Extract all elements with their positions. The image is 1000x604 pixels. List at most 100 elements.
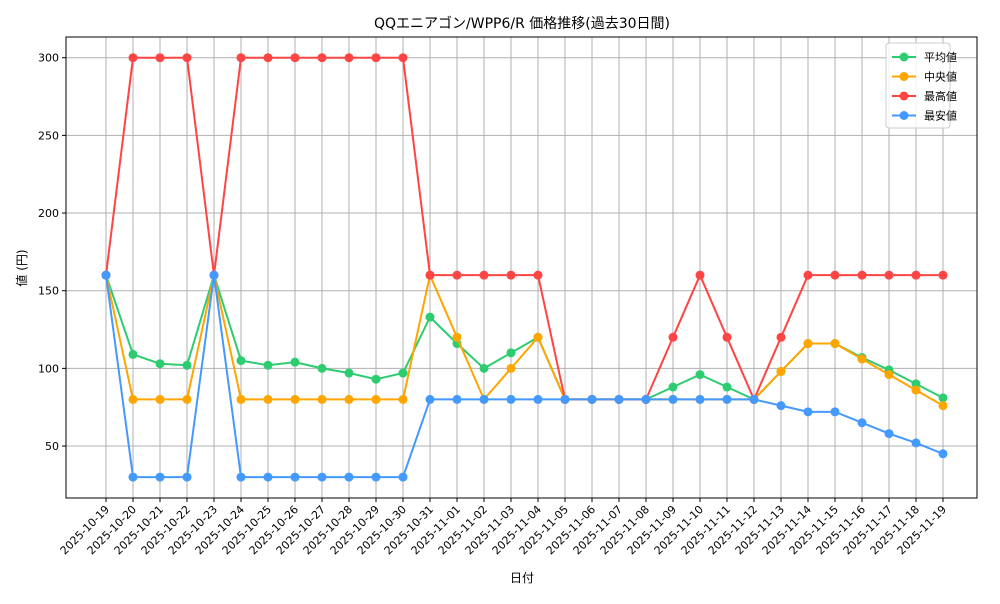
data-point (533, 332, 543, 342)
data-point (425, 270, 435, 280)
data-point (668, 394, 678, 404)
data-point (344, 472, 354, 482)
data-point (479, 394, 489, 404)
data-point (830, 270, 840, 280)
data-point (182, 360, 192, 370)
data-point (803, 407, 813, 417)
data-point (398, 53, 408, 63)
data-point (344, 394, 354, 404)
chart-title: QQエニアゴン/WPP6/R 価格推移(過去30日間) (374, 15, 670, 32)
data-point (533, 394, 543, 404)
data-point (317, 394, 327, 404)
data-point (236, 472, 246, 482)
data-point (290, 472, 300, 482)
legend-marker (899, 72, 909, 81)
data-point (911, 385, 921, 395)
data-point (938, 401, 948, 411)
data-point (506, 270, 516, 280)
data-point (398, 368, 408, 378)
data-point (722, 332, 732, 342)
data-point (722, 394, 732, 404)
data-point (938, 393, 948, 403)
data-point (128, 472, 138, 482)
data-point (128, 349, 138, 359)
data-point (182, 472, 192, 482)
data-point (263, 472, 273, 482)
data-point (722, 382, 732, 392)
data-point (911, 379, 921, 389)
legend-marker (899, 111, 909, 120)
data-point (236, 356, 246, 366)
data-point (776, 332, 786, 342)
data-point (317, 363, 327, 373)
data-point (236, 394, 246, 404)
data-point (857, 354, 867, 364)
data-point (344, 53, 354, 63)
y-axis-label: 値 (円) (14, 249, 29, 286)
data-point (695, 394, 705, 404)
legend-marker (899, 52, 909, 62)
series-line (105, 271, 944, 401)
series-3 (101, 270, 948, 482)
data-point (911, 270, 921, 280)
grid (66, 37, 977, 498)
data-point (101, 270, 111, 280)
data-point (803, 339, 813, 349)
x-axis-label: 日付 (510, 571, 534, 585)
data-point (155, 472, 165, 482)
data-point (452, 332, 462, 342)
legend-label: 平均値 (924, 51, 957, 64)
data-point (884, 270, 894, 280)
data-point (884, 370, 894, 380)
data-point (695, 370, 705, 380)
data-point (533, 270, 543, 280)
y-tick-label: 150 (38, 285, 59, 298)
data-point (479, 363, 489, 373)
data-point (344, 368, 354, 378)
data-point (236, 53, 246, 63)
y-tick-label: 100 (38, 362, 59, 375)
y-tick-label: 50 (45, 440, 59, 453)
data-point (398, 394, 408, 404)
data-point (479, 270, 489, 280)
data-point (587, 394, 597, 404)
data-point (452, 394, 462, 404)
legend-box (885, 42, 951, 129)
data-point (371, 374, 381, 384)
data-point (155, 359, 165, 369)
series-line (105, 271, 944, 407)
data-point (128, 394, 138, 404)
data-point (317, 472, 327, 482)
data-point (911, 438, 921, 448)
data-point (776, 366, 786, 376)
legend-label: 最高値 (924, 89, 957, 103)
data-point (182, 53, 192, 63)
data-point (371, 394, 381, 404)
data-point (830, 407, 840, 417)
data-point (290, 357, 300, 367)
data-point (695, 270, 705, 280)
data-point (290, 53, 300, 63)
data-point (209, 270, 219, 280)
data-point (371, 472, 381, 482)
data-point (830, 339, 840, 349)
data-point (155, 394, 165, 404)
data-point (614, 394, 624, 404)
data-point (749, 394, 759, 404)
data-point (641, 394, 651, 404)
y-tick-label: 250 (38, 129, 59, 142)
series-layer (101, 53, 948, 482)
data-point (263, 394, 273, 404)
y-tick-label: 200 (38, 207, 59, 220)
legend-label: 中央値 (924, 71, 957, 84)
data-point (560, 394, 570, 404)
data-point (182, 394, 192, 404)
data-point (668, 332, 678, 342)
data-point (155, 53, 165, 63)
data-point (803, 270, 813, 280)
data-point (857, 270, 867, 280)
data-point (506, 348, 516, 358)
data-point (776, 401, 786, 411)
series-line (105, 275, 944, 479)
